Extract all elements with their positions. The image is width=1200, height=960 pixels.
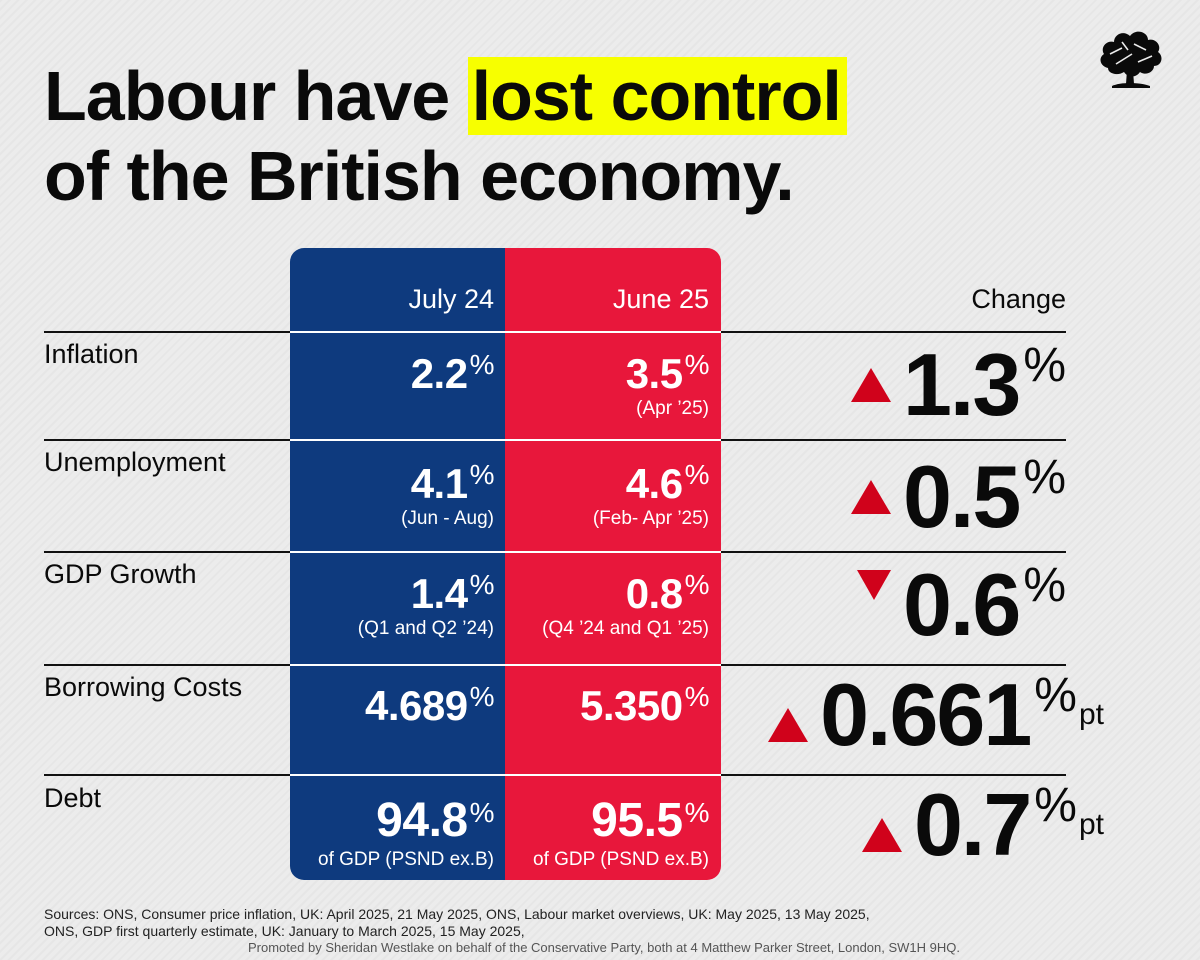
title-line-1: Labour have lost control <box>44 54 847 138</box>
cell-borrowing-june: 5.350% <box>515 674 710 729</box>
cell-gdp-june: 0.8% (Q4 ’24 and Q1 ’25) <box>515 562 709 641</box>
up-triangle-icon <box>850 368 891 402</box>
sources-line-2: ONS, GDP first quarterly estimate, UK: J… <box>44 923 525 939</box>
row-divider-panel <box>290 774 721 776</box>
value: 4.6% <box>625 459 710 507</box>
value: 4.1% <box>410 459 495 507</box>
note: of GDP (PSND ex.B) <box>318 849 494 870</box>
note: (Feb- Apr ’25) <box>592 508 709 529</box>
change-unemployment: 0.5% <box>850 452 1066 542</box>
note: of GDP (PSND ex.B) <box>533 849 709 870</box>
cell-gdp-july: 1.4% (Q1 and Q2 ’24) <box>300 562 495 641</box>
value: 5.350% <box>579 681 710 729</box>
column-header-change: Change <box>971 284 1066 314</box>
note: (Jun - Aug) <box>401 508 494 529</box>
promoted-by-text: Promoted by Sheridan Westlake on behalf … <box>248 940 960 955</box>
value: 3.5% <box>625 349 710 397</box>
change-debt: 0.7% pt <box>861 780 1104 870</box>
value: 1.4% <box>410 569 495 617</box>
row-divider-panel <box>290 331 721 333</box>
cell-debt-june: 95.5% of GDP (PSND ex.B) <box>515 786 709 872</box>
row-divider-panel <box>290 439 721 441</box>
title-prefix: Labour have <box>44 57 450 135</box>
title-highlight: lost control <box>467 57 847 135</box>
sources-line-1: Sources: ONS, Consumer price inflation, … <box>44 906 870 922</box>
sources-text: Sources: ONS, Consumer price inflation, … <box>44 906 1144 940</box>
cell-debt-july: 94.8% of GDP (PSND ex.B) <box>300 786 494 872</box>
title-line-2: of the British economy. <box>44 137 795 215</box>
row-label-gdp-growth: GDP Growth <box>44 559 197 589</box>
cell-borrowing-july: 4.689% <box>300 674 495 729</box>
change-borrowing-costs: 0.661% pt <box>768 670 1104 760</box>
conservative-tree-logo-icon <box>1100 31 1162 88</box>
up-triangle-icon <box>861 818 902 852</box>
change-inflation: 1.3% <box>850 340 1066 430</box>
cell-inflation-june: 3.5% (Apr ’25) <box>515 342 710 421</box>
row-divider-panel <box>290 664 721 666</box>
column-header-june: June 25 <box>612 284 709 314</box>
value: 95.5% <box>591 794 709 847</box>
note: (Apr ’25) <box>636 398 709 419</box>
column-header-july: July 24 <box>408 284 494 314</box>
row-label-inflation: Inflation <box>44 339 139 369</box>
row-label-unemployment: Unemployment <box>44 447 226 477</box>
value: 4.689% <box>364 681 495 729</box>
row-divider-panel <box>290 551 721 553</box>
cell-unemployment-july: 4.1% (Jun - Aug) <box>300 452 494 531</box>
up-triangle-icon <box>850 480 891 514</box>
up-triangle-icon <box>768 708 809 742</box>
down-triangle-icon <box>856 570 891 600</box>
note: (Q1 and Q2 ’24) <box>357 618 494 639</box>
value: 0.8% <box>625 569 710 617</box>
cell-unemployment-june: 4.6% (Feb- Apr ’25) <box>515 452 710 531</box>
row-label-borrowing-costs: Borrowing Costs <box>44 672 243 702</box>
value: 94.8% <box>376 794 494 847</box>
change-gdp-growth: 0.6% <box>856 560 1066 650</box>
note: (Q4 ’24 and Q1 ’25) <box>542 618 709 639</box>
row-label-debt: Debt <box>44 783 102 813</box>
value: 2.2% <box>410 349 495 397</box>
cell-inflation-july: 2.2% <box>300 342 495 397</box>
